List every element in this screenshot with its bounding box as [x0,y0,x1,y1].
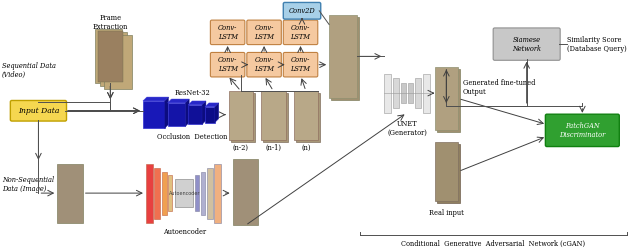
Text: Conditional  Generative  Adversarial  Network (cGAN): Conditional Generative Adversarial Netwo… [401,240,585,248]
Text: Conv-
LSTM: Conv- LSTM [291,56,310,73]
Bar [435,142,458,201]
Text: Conv-
LSTM: Conv- LSTM [254,56,274,73]
FancyBboxPatch shape [545,114,620,147]
Bar [207,168,213,219]
FancyBboxPatch shape [284,20,318,45]
Bar [393,78,399,108]
Bar [436,69,460,132]
Text: Conv2D: Conv2D [289,7,316,15]
Text: Autoencoder: Autoencoder [163,228,206,236]
Text: ResNet-32: ResNet-32 [174,89,210,97]
Text: Frame
Extraction: Frame Extraction [93,14,128,31]
Bar [436,144,460,203]
Bar [104,35,132,89]
Text: (n-2): (n-2) [233,144,249,152]
Bar [161,172,166,215]
Bar [230,93,255,142]
Bar [401,83,406,103]
Bar [97,31,123,82]
Text: Siamese
Network: Siamese Network [512,36,541,53]
FancyBboxPatch shape [247,20,282,45]
FancyBboxPatch shape [284,53,318,77]
Text: (n): (n) [301,144,310,152]
Bar [232,159,258,225]
Polygon shape [202,101,206,124]
Bar [331,17,358,100]
Text: Sequential Data
(Video): Sequential Data (Video) [2,62,56,79]
Bar [415,78,420,108]
Bar [205,107,215,123]
Text: PatchGAN
Discriminator: PatchGAN Discriminator [559,122,605,139]
Polygon shape [188,101,206,105]
Bar [214,164,221,223]
Text: Autoencoder: Autoencoder [168,190,200,196]
Bar [195,176,199,211]
Text: (n-1): (n-1) [266,144,282,152]
Text: UNET
(Generator): UNET (Generator) [387,120,427,137]
Bar [384,73,391,113]
Polygon shape [143,97,168,101]
FancyBboxPatch shape [10,101,67,121]
FancyBboxPatch shape [211,20,245,45]
Polygon shape [215,103,219,123]
Bar [408,83,413,103]
Text: Generated fine-tuned
Output: Generated fine-tuned Output [463,79,536,97]
Text: Occlusion  Detection: Occlusion Detection [157,133,227,141]
Polygon shape [164,97,168,128]
Bar [228,91,253,140]
Text: Input Data: Input Data [18,107,59,115]
Bar [200,172,205,215]
Polygon shape [168,99,189,103]
FancyBboxPatch shape [247,53,282,77]
Bar [57,164,83,223]
FancyBboxPatch shape [211,53,245,77]
Bar [146,164,153,223]
Bar [263,93,288,142]
Bar [422,73,429,113]
Bar [261,91,285,140]
Text: Non-Sequential
Data (Image): Non-Sequential Data (Image) [2,176,54,193]
Text: Conv-
LSTM: Conv- LSTM [291,24,310,41]
Bar [100,32,127,86]
Text: Real input: Real input [429,209,464,217]
Bar [296,93,320,142]
Bar [435,67,458,130]
Bar [143,101,164,128]
Bar [329,15,356,98]
Bar [175,179,193,207]
FancyBboxPatch shape [284,2,321,19]
Text: Similarity Score
(Database Query): Similarity Score (Database Query) [566,36,627,53]
Bar [168,103,185,126]
Bar [95,29,122,83]
Bar [168,176,172,211]
Text: Conv-
LSTM: Conv- LSTM [254,24,274,41]
Text: Conv-
LSTM: Conv- LSTM [218,56,237,73]
Bar [294,91,318,140]
Polygon shape [205,103,219,107]
Text: Conv-
LSTM: Conv- LSTM [218,24,237,41]
Bar [154,168,160,219]
Polygon shape [185,99,189,126]
FancyBboxPatch shape [493,28,560,60]
Bar [188,105,202,124]
